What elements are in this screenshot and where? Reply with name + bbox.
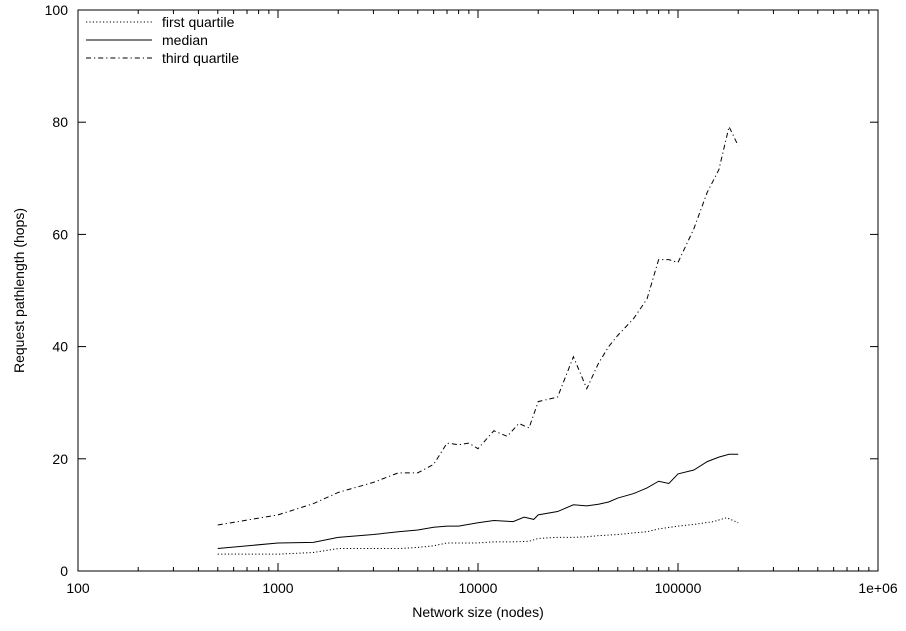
series-line-first-quartile: [217, 517, 739, 555]
x-tick-label: 100: [66, 580, 90, 596]
plot-frame: [77, 9, 879, 572]
y-tick-label: 80: [52, 114, 68, 130]
axis-ticks: 0 20 40 60 80 100 100 1000 10000 100000 1e+06: [45, 2, 898, 596]
x-tick-label: 100000: [655, 580, 702, 596]
y-tick-label: 20: [52, 451, 68, 467]
legend-label: median: [162, 32, 208, 48]
x-tick-label: 10000: [459, 580, 498, 596]
y-tick-label: 40: [52, 339, 68, 355]
series-lines: [217, 125, 739, 555]
plot-border: [77, 9, 879, 572]
y-tick-label: 0: [60, 563, 68, 579]
x-axis-label: Network size (nodes): [412, 604, 544, 620]
series-line-median: [217, 453, 739, 550]
y-axis-label: Request pathlength (hops): [11, 208, 27, 373]
legend: first quartile median third quartile: [86, 14, 239, 66]
y-tick-label: 60: [52, 226, 68, 242]
legend-label: third quartile: [162, 50, 239, 66]
y-tick-label: 100: [45, 2, 69, 18]
x-tick-label: 1000: [262, 580, 293, 596]
legend-label: first quartile: [162, 14, 235, 30]
series-line-third-quartile: [217, 125, 739, 526]
x-tick-label: 1e+06: [858, 580, 898, 596]
